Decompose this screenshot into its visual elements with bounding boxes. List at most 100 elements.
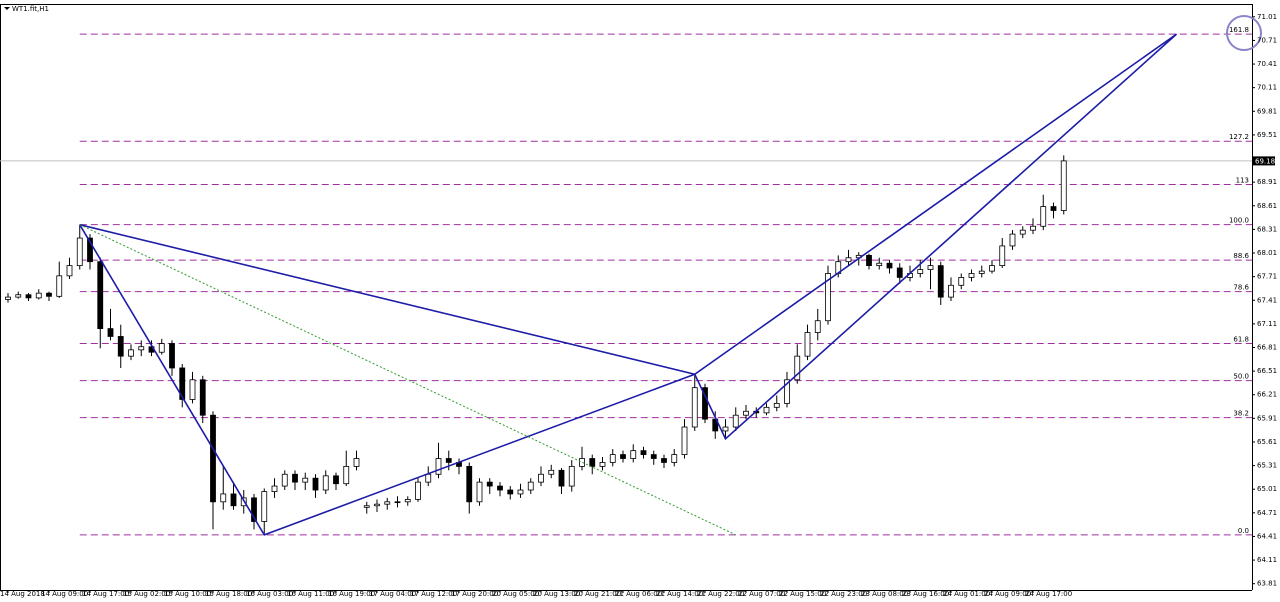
candle-body <box>353 458 360 467</box>
candle-body <box>5 296 11 300</box>
candle-body <box>999 245 1006 267</box>
y-tick-label: 65.91 <box>1257 414 1277 422</box>
x-tick-label: 15 Aug 10:00 <box>164 590 211 598</box>
y-tick-label: 65.61 <box>1257 438 1277 446</box>
fib-level-label: 88.6 <box>1233 252 1249 260</box>
x-tick-label: 24 Aug 01:00 <box>943 590 990 598</box>
candle-body <box>199 379 206 416</box>
candle-body <box>25 294 32 299</box>
candle-body <box>1009 233 1016 247</box>
candle-body <box>896 267 903 278</box>
fib-level-label: 38.2 <box>1233 410 1249 418</box>
candle-body <box>989 265 995 272</box>
x-tick-label: 16 Aug 11:00 <box>287 590 334 598</box>
candle-body <box>189 379 196 400</box>
candle-body <box>384 501 391 505</box>
candle-body <box>527 481 534 491</box>
candle-body <box>87 237 93 263</box>
candle-body <box>97 261 104 330</box>
x-tick-label: 15 Aug 02:00 <box>123 590 170 598</box>
candle-body <box>158 343 165 353</box>
fib-level-label: 0.0 <box>1238 527 1249 535</box>
candle-body <box>76 237 83 267</box>
candle-body <box>1019 229 1026 235</box>
candle-body <box>517 489 524 495</box>
candle-body <box>179 367 186 400</box>
x-tick-label: 22 Aug 15:00 <box>779 590 826 598</box>
candle-body <box>271 485 278 492</box>
fib-level-label: 61.8 <box>1233 336 1249 344</box>
fib-level-label: 78.6 <box>1233 284 1249 292</box>
candle-body <box>968 273 975 278</box>
y-tick-label: 68.01 <box>1257 249 1277 257</box>
y-tick-label: 65.31 <box>1257 462 1277 470</box>
candle-body <box>486 481 493 487</box>
fib-level-label: 50.0 <box>1233 373 1249 381</box>
y-tick-label: 71.01 <box>1257 13 1277 21</box>
candle-body <box>1050 206 1057 211</box>
candle-body <box>671 454 678 463</box>
y-tick-label: 67.41 <box>1257 296 1277 304</box>
candle-body <box>322 475 329 491</box>
last-price-box <box>1253 156 1275 166</box>
y-tick-label: 66.81 <box>1257 343 1277 351</box>
candle-body <box>609 454 616 463</box>
x-tick-label: 21 Aug 06:00 <box>615 590 662 598</box>
candle-body <box>15 294 22 298</box>
y-tick-label: 70.11 <box>1257 84 1277 92</box>
candle-body <box>374 503 380 507</box>
candle-body <box>445 458 452 463</box>
y-tick-label: 63.81 <box>1257 580 1277 588</box>
candle-body <box>702 387 708 420</box>
highlight-circle <box>1226 15 1262 51</box>
candle-body <box>333 475 339 485</box>
candle-body <box>261 491 268 522</box>
candle-body <box>117 336 124 357</box>
candle-body <box>589 458 596 467</box>
x-tick-label: 15 Aug 18:00 <box>205 590 252 598</box>
fib-level-label: 127.2 <box>1229 133 1249 141</box>
candle-body <box>661 458 667 463</box>
y-tick-label: 64.11 <box>1257 556 1277 564</box>
candle-body <box>579 458 585 467</box>
candle-body <box>363 505 370 508</box>
candle-body <box>568 465 575 487</box>
symbol-menu-arrow[interactable] <box>4 7 10 10</box>
candle-body <box>886 262 893 269</box>
candle-body <box>281 473 288 487</box>
candle-body <box>937 265 944 298</box>
candle-body <box>599 462 606 467</box>
x-tick-label: 14 Aug 2018 <box>0 590 45 598</box>
candle-body <box>107 328 114 337</box>
x-tick-label: 22 Aug 23:00 <box>820 590 867 598</box>
y-tick-label: 69.81 <box>1257 107 1277 115</box>
y-tick-label: 65.01 <box>1257 485 1277 493</box>
x-tick-label: 21 Aug 14:00 <box>656 590 703 598</box>
last-price-label: 69.18 <box>1255 157 1275 165</box>
candle-body <box>1030 225 1036 231</box>
candle-body <box>312 477 319 491</box>
y-tick-label: 66.21 <box>1257 391 1277 399</box>
candle-body <box>394 501 401 504</box>
y-tick-label: 64.41 <box>1257 532 1277 540</box>
candle-body <box>681 426 688 455</box>
candle-body <box>794 355 801 381</box>
candle-body <box>866 254 872 267</box>
candle-body <box>128 349 134 357</box>
y-tick-label: 67.11 <box>1257 320 1277 328</box>
candle-body <box>497 485 503 491</box>
x-tick-label: 20 Aug 05:00 <box>492 590 539 598</box>
candle-body <box>825 273 831 322</box>
candle-body <box>220 493 227 503</box>
x-tick-label: 17 Aug 12:00 <box>410 590 457 598</box>
candle-body <box>558 469 565 487</box>
y-tick-label: 70.71 <box>1257 36 1277 44</box>
candle-body <box>435 458 442 475</box>
fib-level-label: 113 <box>1236 177 1249 185</box>
candle-body <box>958 277 965 286</box>
candle-body <box>251 497 257 522</box>
x-tick-label: 24 Aug 09:00 <box>984 590 1031 598</box>
candle-body <box>425 473 432 483</box>
candle-body <box>640 450 647 455</box>
x-tick-label: 22 Aug 07:00 <box>738 590 785 598</box>
